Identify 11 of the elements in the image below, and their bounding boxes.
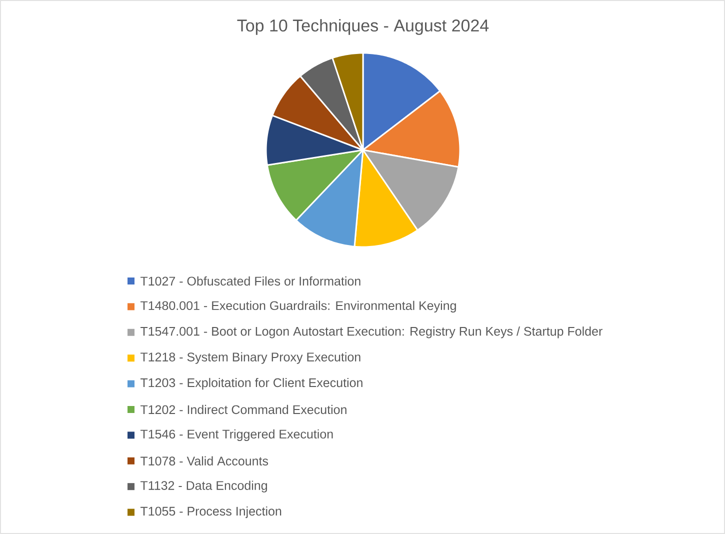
legend-label: T1027 - Obfuscated Files or Information <box>140 276 360 286</box>
legend-label: T1203 - Exploitation for Client Execution <box>140 378 362 390</box>
chart-title: Top 10 Techniques - August 2024 <box>237 19 489 35</box>
legend-label: T1546 - Event Triggered Execution <box>140 429 333 442</box>
legend-label: T1055 - Process Injection <box>140 506 282 518</box>
legend-label: T1547.001 - Boot or Logon Autostart Execution: Registry Run Keys / Startup Folder <box>140 326 602 338</box>
legend-label: T1480.001 - Execution Guardrails: Environmental Keying <box>140 300 456 313</box>
legend-label: T1078 - Valid Accounts <box>140 456 268 466</box>
legend-label: T1202 - Indirect Command Execution <box>140 404 346 414</box>
legend-label: T1218 - System Binary Proxy Execution <box>140 352 360 364</box>
legend-label: T1132 - Data Encoding <box>140 480 268 492</box>
